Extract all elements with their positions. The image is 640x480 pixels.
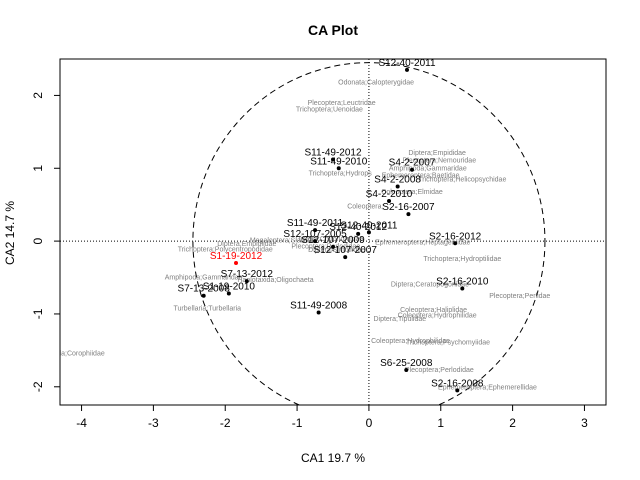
taxon-label: Ephemeroptera;Baetidae [382,173,460,180]
y-tick-label: -2 [31,381,45,392]
x-tick-label: -1 [292,416,303,430]
site-label: S11-49-2011 [287,218,344,229]
y-axis-label: CA2 14.7 % [3,201,17,265]
site-point [410,167,415,172]
x-tick-label: -2 [220,416,231,430]
taxon-label: Coleoptera;Haliplidae [400,307,467,314]
taxon-label: Haplotaxida;Oligochaeta [237,277,313,284]
taxon-label: Plecoptera;Leuctridae [308,100,376,107]
site-label: S6-25-2008 [380,358,433,369]
site-label: S11-49-2008 [290,300,348,311]
taxon-label: Coleoptera;Hydrophilidae [371,338,450,345]
y-tick-label: 0 [31,237,45,244]
taxon-label: Plecoptera;Nemouridae [403,157,477,164]
y-tick-label: 1 [31,165,45,172]
x-axis-label: CA1 19.7 % [301,451,365,465]
site-label: S2-16-2007 [382,202,435,213]
site-label: S4-2-2008 [374,174,421,185]
taxon-label: Diptera;Chironomidae [295,236,363,243]
site-label: S12-107-2005 [283,229,347,240]
site-label: S11-49-2012 [304,148,362,159]
taxon-label: Trichoptera;Uenoidae [296,106,363,113]
taxon-label: Diptera;Ceratopogonidae [391,281,469,288]
taxon-label: Amphipoda;Corophiidae [30,350,105,357]
site-point [366,230,371,235]
taxon-label: Turbellaria;Turbellaria [173,305,241,312]
x-tick-label: 0 [366,416,373,430]
taxon-label: Trichoptera;Hydrops [309,171,373,178]
site-label: S2-16-2008 [431,378,484,389]
site-point [404,368,409,373]
taxon-label: Odonata;Calopterygidae [338,79,414,86]
taxon-label: Trichoptera;Psychomyiidae [406,340,490,347]
site-point [313,228,318,233]
site-point [234,260,239,265]
taxon-label: Diptera;Empidiidae [217,241,276,248]
taxon-label: Diptera;Tipulidae [373,316,426,323]
site-label: S7-13-2012 [221,269,274,280]
site-label: S12-40-2011 [378,58,436,69]
site-point [460,286,465,291]
site-label: S7-13-2008 [178,284,231,295]
site-point [316,310,321,315]
taxon-label: Coleoptera;Elmidae [381,189,443,196]
site-point [406,212,411,217]
site-label: S11-49-2010 [310,156,368,167]
site-point [244,279,249,284]
site-label: S4-2-2007 [389,158,436,169]
equilibrium-circle [192,62,546,405]
taxon-label: Plecoptera;Perlidae [489,293,550,300]
site-label: S4-2-2010 [366,189,413,200]
site-label: S12-107-2007 [314,245,378,256]
site-point [343,255,348,260]
site-point [453,241,458,246]
site-point [331,157,335,162]
x-axis: -4 -3 -2 -1 0 1 2 3 [76,405,588,430]
site-label: S1-19-2012 [210,251,263,262]
chart-title: CA Plot [308,22,358,38]
y-axis: -2 -1 0 1 2 [31,92,60,392]
site-point [455,388,460,393]
site-point [404,67,409,72]
taxon-label: Plecoptera;Perlodidae [291,243,360,250]
site-label: S12-40-2012 [329,222,387,233]
site-point [395,184,400,189]
site-point [387,199,392,204]
taxon-label: Trichoptera;Polycentropodidae [178,246,273,253]
taxon-label: Amphipoda;Gammaridae [165,275,243,282]
taxon-label: Trichoptera;Hydroptilidae [423,256,501,263]
x-tick-label: 2 [509,416,516,430]
x-tick-label: -3 [148,416,159,430]
taxon-label: Ephemeroptera;Heptageniidae [375,240,470,247]
taxon-label: Amphipoda;Gammaridae [389,165,467,172]
site-label: S12-107-2009 [301,235,365,246]
taxon-label: Diptera;Empididae [408,150,466,157]
taxon-label: Trichoptera;Helicopsychidae [418,176,506,183]
taxon-label: Diptera;Simuliidae [308,247,365,254]
site-point [313,239,318,244]
site-label: S2-16-2012 [429,231,482,242]
x-tick-label: -4 [76,416,87,430]
site-point [226,291,231,296]
site-label: S1-19-2010 [203,282,256,293]
x-tick-label: 1 [437,416,444,430]
plot-frame [59,58,607,406]
x-tick-label: 3 [581,416,588,430]
taxon-label: Plecoptera;Perlodidae [405,367,474,374]
taxon-label: Megaloptera;Sialidae [250,238,316,245]
site-point [336,166,341,171]
site-label: S2-16-2010 [436,276,489,287]
site-point [201,293,206,298]
site-label: S12-40-2011 [340,220,398,231]
taxon-label: Coleoptera;Hydrophilidae [398,313,477,320]
taxon-label: Ephemeroptera;Ephemerellidae [438,385,537,392]
site-point [356,231,361,236]
taxon-label: Coleoptera; [347,203,383,210]
y-tick-label: -1 [31,308,45,319]
y-tick-label: 2 [31,92,45,99]
site-point [331,244,335,249]
